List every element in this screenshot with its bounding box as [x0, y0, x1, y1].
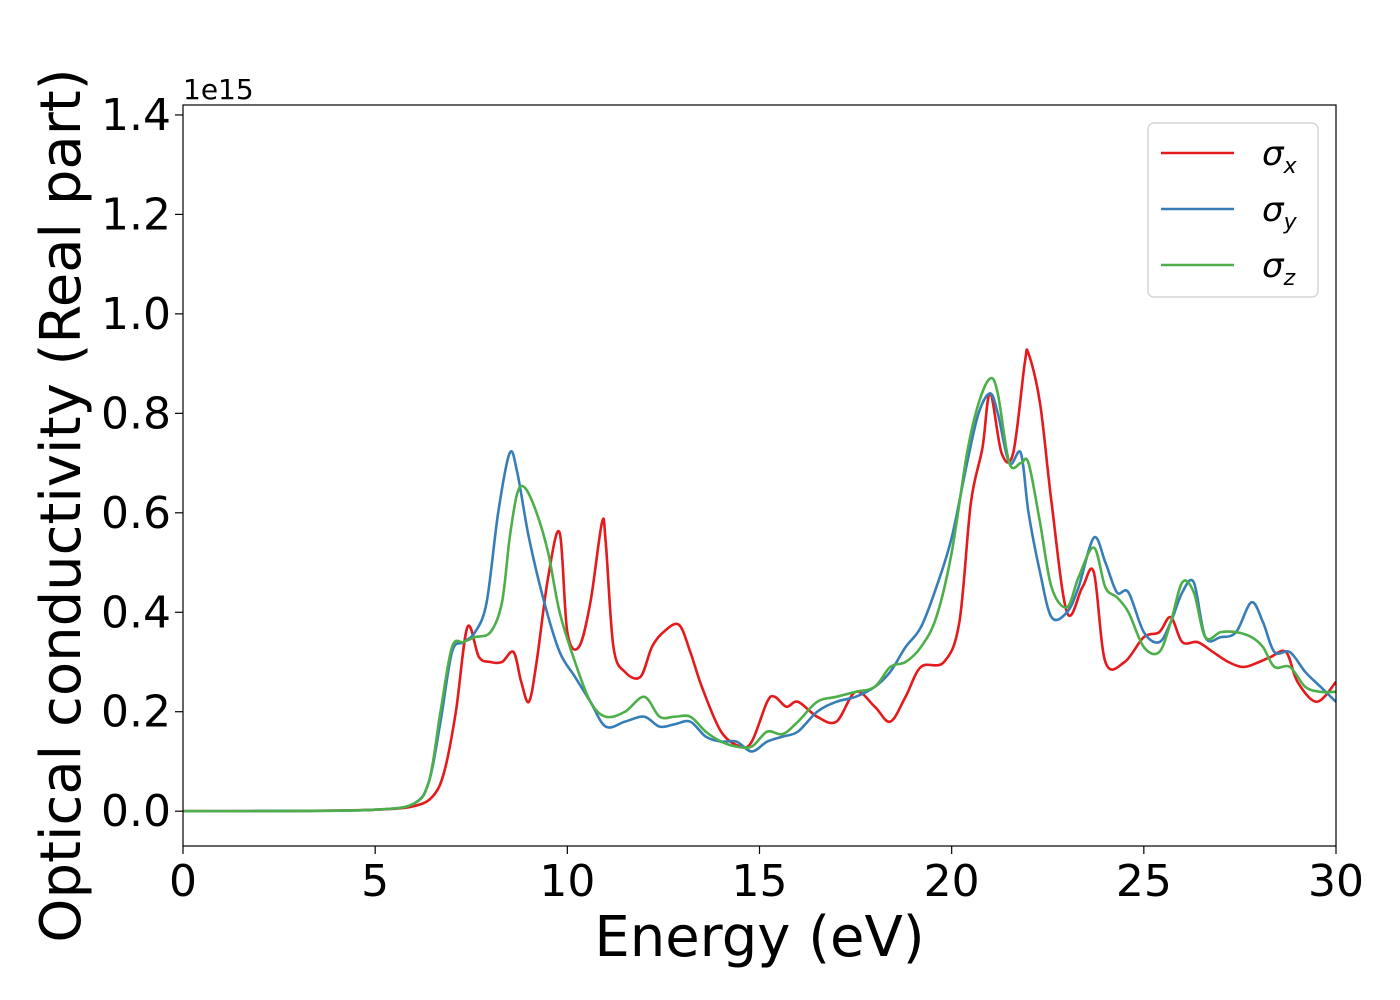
- series-line-y: [183, 392, 1336, 813]
- series-line-x: [183, 348, 1336, 813]
- y-tick-label: 1.4: [101, 90, 171, 141]
- y-tick-label: 1.2: [101, 189, 171, 240]
- y-tick-label: 0.4: [101, 587, 171, 638]
- legend: σx σy σz: [1147, 122, 1319, 298]
- y-tick-label: 0.6: [101, 488, 171, 539]
- y-tick-label: 0.8: [101, 388, 171, 439]
- x-tick-label: 25: [1116, 856, 1172, 907]
- y-tick-label: 0.2: [101, 687, 171, 738]
- x-axis-label: Energy (eV): [594, 905, 924, 970]
- y-offset-label: 1e15: [183, 73, 254, 106]
- x-tick-label: 0: [169, 856, 197, 907]
- x-tick-label: 30: [1308, 856, 1364, 907]
- x-tick-label: 10: [539, 856, 595, 907]
- y-tick-label: 0.0: [101, 786, 171, 837]
- x-tick-label: 20: [924, 856, 980, 907]
- legend-label-z: σz: [1262, 246, 1296, 291]
- x-axis: 0 5 10 15 20 25 30: [169, 846, 1364, 907]
- y-axis-label: Optical conductivity (Real part): [29, 68, 94, 942]
- series-layer: [183, 348, 1336, 813]
- x-tick-label: 15: [732, 856, 788, 907]
- legend-label-y: σy: [1262, 190, 1298, 235]
- x-tick-label: 5: [361, 856, 389, 907]
- series-line-z: [183, 376, 1336, 813]
- y-tick-label: 1.0: [101, 289, 171, 340]
- y-axis: 0.0 0.2 0.4 0.6 0.8 1.0 1.2 1.4: [101, 90, 183, 837]
- legend-label-x: σx: [1262, 134, 1298, 179]
